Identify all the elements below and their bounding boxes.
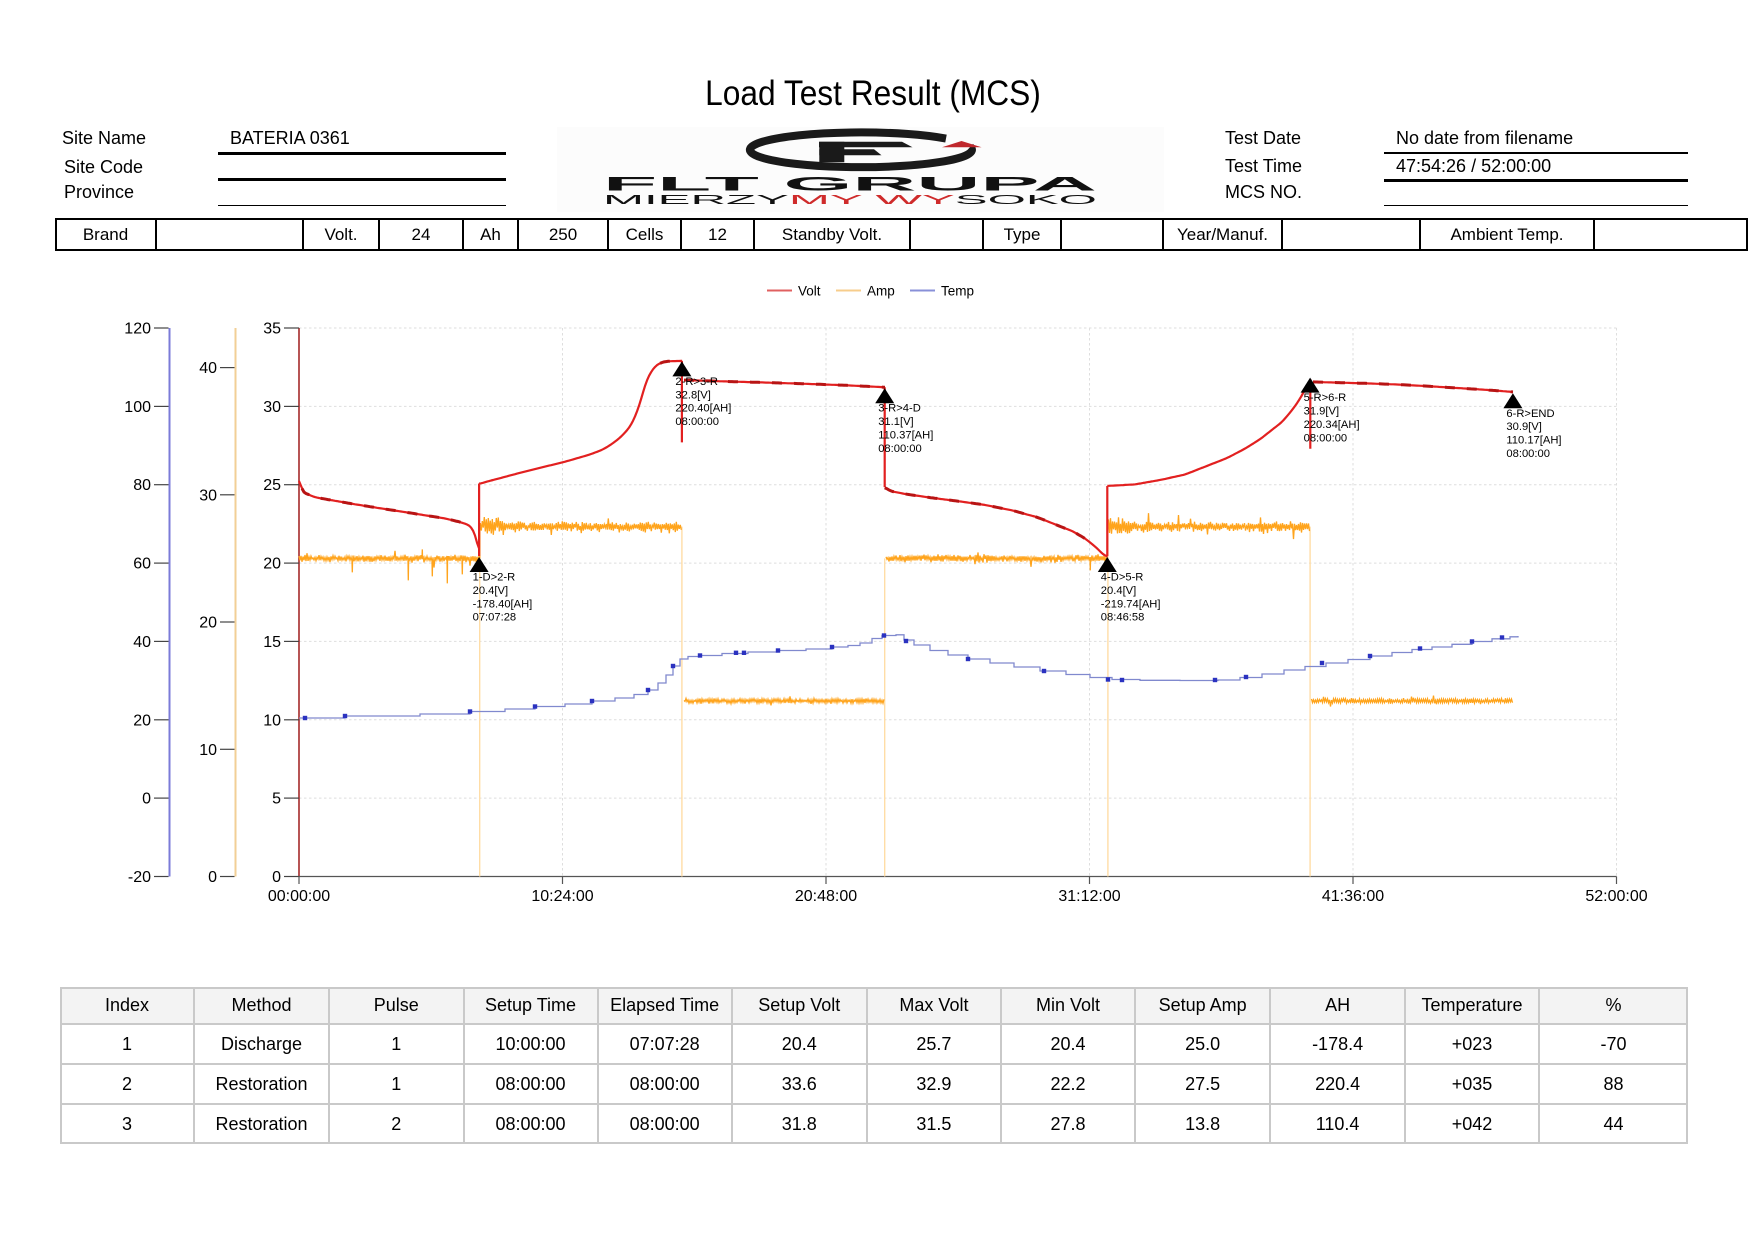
svg-text:32.8[V]: 32.8[V] bbox=[675, 389, 710, 401]
svg-text:4-D>5-R: 4-D>5-R bbox=[1101, 572, 1144, 584]
svg-text:10: 10 bbox=[199, 742, 217, 759]
svg-text:10:24:00: 10:24:00 bbox=[531, 888, 593, 905]
svg-text:41:36:00: 41:36:00 bbox=[1322, 888, 1384, 905]
svg-text:-20: -20 bbox=[128, 869, 151, 886]
svg-text:Temp: Temp bbox=[941, 284, 974, 299]
svg-text:120: 120 bbox=[124, 321, 151, 338]
svg-text:80: 80 bbox=[133, 477, 151, 494]
svg-text:5: 5 bbox=[272, 791, 281, 808]
svg-text:30.9[V]: 30.9[V] bbox=[1506, 421, 1541, 433]
svg-text:40: 40 bbox=[199, 360, 217, 377]
svg-text:100: 100 bbox=[124, 399, 151, 416]
svg-text:5-R>6-R: 5-R>6-R bbox=[1304, 392, 1347, 404]
svg-text:30: 30 bbox=[263, 399, 281, 416]
svg-text:15: 15 bbox=[263, 634, 281, 651]
svg-text:08:46:58: 08:46:58 bbox=[1101, 612, 1145, 624]
svg-text:FLT GRUPA: FLT GRUPA bbox=[603, 175, 1098, 196]
svg-text:30: 30 bbox=[199, 487, 217, 504]
svg-text:52:00:00: 52:00:00 bbox=[1585, 888, 1647, 905]
svg-text:08:00:00: 08:00:00 bbox=[878, 443, 922, 455]
svg-text:10: 10 bbox=[263, 712, 281, 729]
svg-text:-219.74[AH]: -219.74[AH] bbox=[1101, 598, 1161, 610]
svg-text:220.34[AH]: 220.34[AH] bbox=[1304, 419, 1360, 431]
svg-text:0: 0 bbox=[208, 869, 217, 886]
svg-text:0: 0 bbox=[272, 869, 281, 886]
svg-text:3-R>4-D: 3-R>4-D bbox=[878, 403, 921, 415]
svg-text:20: 20 bbox=[199, 615, 217, 632]
svg-text:60: 60 bbox=[133, 556, 151, 573]
svg-text:2-R>3-R: 2-R>3-R bbox=[675, 376, 718, 388]
svg-text:00:00:00: 00:00:00 bbox=[268, 888, 330, 905]
svg-text:Volt: Volt bbox=[798, 284, 821, 299]
svg-text:220.40[AH]: 220.40[AH] bbox=[675, 403, 731, 415]
svg-text:6-R>END: 6-R>END bbox=[1506, 408, 1554, 420]
svg-text:08:00:00: 08:00:00 bbox=[675, 416, 719, 428]
svg-text:Amp: Amp bbox=[867, 284, 895, 299]
svg-text:20: 20 bbox=[263, 556, 281, 573]
svg-text:20: 20 bbox=[133, 712, 151, 729]
svg-text:20:48:00: 20:48:00 bbox=[795, 888, 857, 905]
svg-text:07:07:28: 07:07:28 bbox=[473, 612, 517, 624]
svg-text:08:00:00: 08:00:00 bbox=[1304, 432, 1348, 444]
svg-text:1-D>2-R: 1-D>2-R bbox=[473, 572, 516, 584]
svg-text:25: 25 bbox=[263, 477, 281, 494]
svg-text:20.4[V]: 20.4[V] bbox=[473, 585, 508, 597]
svg-text:110.37[AH]: 110.37[AH] bbox=[878, 430, 933, 442]
svg-text:20.4[V]: 20.4[V] bbox=[1101, 585, 1136, 597]
svg-text:31.9[V]: 31.9[V] bbox=[1304, 406, 1339, 418]
svg-text:31.1[V]: 31.1[V] bbox=[878, 416, 913, 428]
svg-text:110.17[AH]: 110.17[AH] bbox=[1506, 435, 1561, 447]
svg-text:0: 0 bbox=[142, 791, 151, 808]
svg-text:08:00:00: 08:00:00 bbox=[1506, 448, 1550, 460]
svg-text:-178.40[AH]: -178.40[AH] bbox=[473, 598, 533, 610]
svg-text:40: 40 bbox=[133, 634, 151, 651]
svg-text:35: 35 bbox=[263, 321, 281, 338]
svg-text:31:12:00: 31:12:00 bbox=[1058, 888, 1120, 905]
